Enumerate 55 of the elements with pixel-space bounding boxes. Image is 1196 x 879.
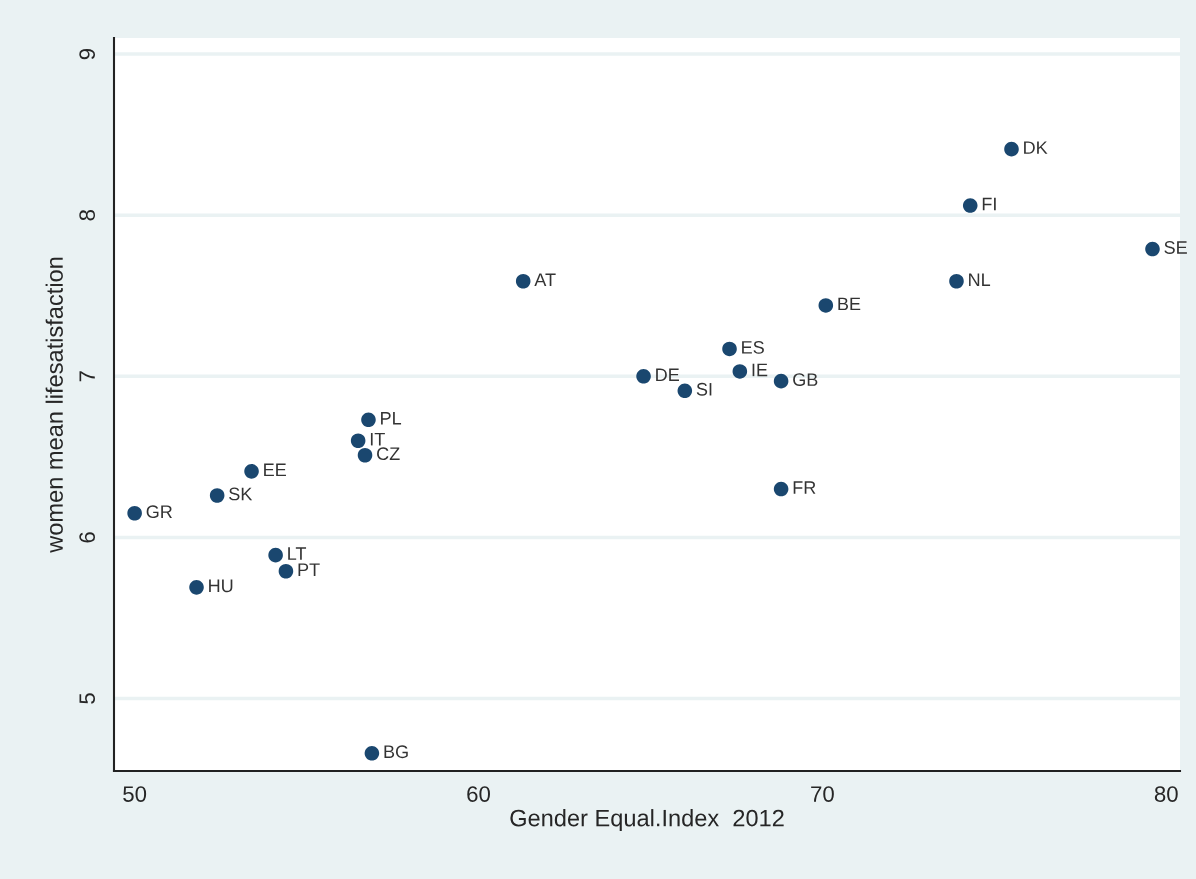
y-axis-title: women mean lifesatisfaction: [45, 257, 63, 553]
point: [773, 373, 789, 389]
y-tick-label: 8: [79, 210, 96, 221]
point: [357, 447, 373, 463]
y-tick-label: 6: [79, 532, 96, 543]
annotation: FR: [793, 481, 816, 494]
point: [677, 383, 693, 399]
annotation: SK: [229, 487, 253, 501]
point: [127, 505, 142, 521]
point: [1145, 241, 1160, 257]
point: [722, 341, 737, 357]
x-tick-label: 60: [467, 786, 490, 802]
x-tick-label: 80: [1154, 786, 1178, 802]
point: [364, 746, 380, 761]
point: [350, 433, 366, 449]
annotation: EE: [264, 463, 286, 477]
point: [1004, 141, 1019, 157]
annotation: GB: [793, 373, 818, 386]
point: [515, 273, 531, 289]
point: [949, 273, 964, 289]
x-tick-label: 70: [811, 786, 834, 802]
annotation: GR: [146, 505, 172, 519]
point: [278, 563, 294, 579]
annotation: FI: [982, 197, 996, 211]
y-tick-label: 9: [79, 48, 96, 60]
point: [244, 464, 259, 479]
annotation: CZ: [377, 447, 400, 461]
annotation: LT: [288, 547, 307, 560]
x-tick-label: 50: [123, 786, 147, 802]
y-tick-label: 5: [79, 693, 96, 704]
x-axis-title: Gender Equal.Index 2012: [510, 809, 784, 832]
point: [962, 198, 978, 213]
annotation: PL: [381, 412, 402, 425]
point: [732, 364, 748, 379]
annotation: BG: [384, 745, 408, 759]
point: [268, 547, 283, 563]
point: [189, 580, 204, 595]
point: [818, 298, 834, 313]
y-tick-label: 7: [79, 371, 95, 382]
annotation: DE: [656, 368, 679, 381]
annotation: BE: [838, 297, 861, 311]
point: [209, 488, 225, 503]
annotation: NL: [969, 273, 991, 286]
annotation: IT: [370, 432, 385, 446]
annotation: AT: [534, 273, 556, 286]
annotation: DK: [1024, 141, 1048, 154]
point: [773, 481, 789, 497]
annotation: SI: [696, 382, 712, 396]
annotation: IE: [752, 363, 768, 377]
annotation: SE: [1164, 241, 1187, 254]
point: [361, 412, 376, 428]
annotation: PT: [298, 563, 320, 576]
point: [636, 369, 651, 384]
annotation: HU: [209, 579, 233, 593]
annotation: ES: [742, 340, 764, 354]
